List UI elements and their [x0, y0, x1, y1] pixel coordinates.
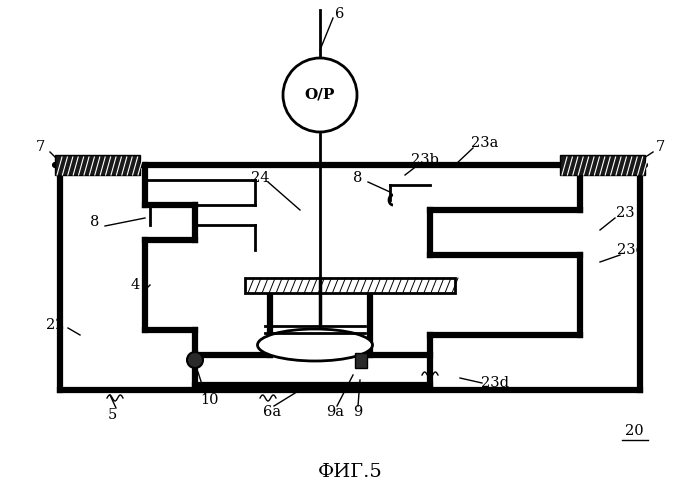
Text: 22: 22	[46, 318, 64, 332]
Text: ФИГ.5: ФИГ.5	[318, 463, 382, 481]
Text: 23d: 23d	[481, 376, 509, 390]
Text: 20: 20	[625, 424, 643, 438]
Bar	[560, 155, 645, 175]
Text: 9a: 9a	[326, 405, 344, 419]
Text: О/Р: О/Р	[304, 88, 335, 102]
Circle shape	[187, 352, 203, 368]
Text: 10: 10	[201, 393, 219, 407]
Text: 6: 6	[335, 7, 344, 21]
Text: 5: 5	[107, 408, 117, 422]
Bar	[55, 155, 140, 175]
Bar	[245, 278, 455, 293]
Text: 23c: 23c	[617, 243, 643, 257]
Text: 7: 7	[36, 140, 45, 154]
Text: 23: 23	[616, 206, 634, 220]
Text: 8: 8	[90, 215, 99, 229]
Text: 6a: 6a	[263, 405, 281, 419]
Text: 4: 4	[130, 278, 139, 292]
Text: 23a: 23a	[471, 136, 498, 150]
Text: 8: 8	[354, 171, 363, 185]
Ellipse shape	[258, 329, 372, 361]
Circle shape	[283, 58, 357, 132]
Text: 7: 7	[655, 140, 664, 154]
Text: 9: 9	[354, 405, 363, 419]
Text: 23b: 23b	[411, 153, 439, 167]
Text: 24: 24	[251, 171, 270, 185]
Bar	[355, 353, 367, 368]
